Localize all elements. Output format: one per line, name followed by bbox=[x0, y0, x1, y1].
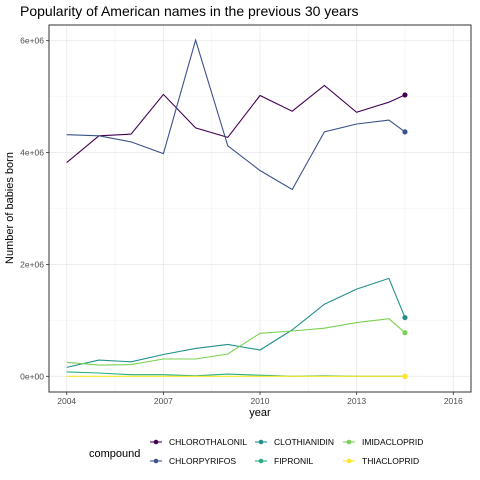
x-tick-label: 2004 bbox=[57, 396, 76, 406]
series-endpoint bbox=[402, 92, 408, 98]
x-tick-label: 2013 bbox=[347, 396, 366, 406]
plot-panel bbox=[48, 24, 472, 393]
chart-title: Popularity of American names in the prev… bbox=[20, 3, 359, 19]
legend-key-point bbox=[153, 439, 159, 445]
legend: compound CHLOROTHALONIL CHLORPYRIFOS CLOTH… bbox=[89, 437, 423, 466]
legend-label: CHLOROTHALONIL bbox=[169, 437, 247, 447]
x-tick-label: 2010 bbox=[251, 396, 270, 406]
legend-label: FIPRONIL bbox=[274, 456, 313, 466]
series-endpoint bbox=[402, 314, 408, 321]
x-axis: 2004 2007 2010 2013 2016 bbox=[57, 392, 463, 406]
y-tick-label: 4e+06 bbox=[20, 148, 44, 158]
y-tick-label: 2e+06 bbox=[20, 259, 44, 269]
legend-key-point bbox=[346, 439, 352, 445]
y-axis: 0e+00 2e+06 4e+06 6e+06 bbox=[20, 36, 49, 381]
legend-label: CLOTHIANIDIN bbox=[274, 437, 334, 447]
series-endpoint bbox=[402, 373, 408, 379]
x-tick-label: 2007 bbox=[154, 396, 173, 406]
legend-key-point bbox=[153, 458, 159, 464]
y-tick-label: 6e+06 bbox=[20, 36, 44, 46]
series-line bbox=[66, 84, 406, 164]
legend-key-point bbox=[258, 439, 264, 445]
series-line bbox=[66, 277, 406, 368]
series-layer bbox=[66, 38, 408, 379]
series-endpoint bbox=[402, 129, 408, 135]
y-tick-label: 0e+00 bbox=[20, 371, 44, 381]
y-axis-title: Number of babies born bbox=[4, 152, 16, 264]
legend-label: IMIDACLOPRID bbox=[362, 437, 423, 447]
series-line bbox=[66, 38, 406, 191]
x-axis-title: year bbox=[249, 407, 271, 419]
legend-key-point bbox=[346, 458, 352, 464]
series-endpoint bbox=[402, 330, 408, 336]
x-tick-label: 2016 bbox=[444, 396, 463, 406]
series-line bbox=[66, 318, 406, 366]
legend-title: compound bbox=[89, 448, 140, 460]
legend-key-point bbox=[258, 458, 264, 464]
legend-label: CHLORPYRIFOS bbox=[169, 456, 236, 466]
legend-label: THIACLOPRID bbox=[362, 456, 419, 466]
